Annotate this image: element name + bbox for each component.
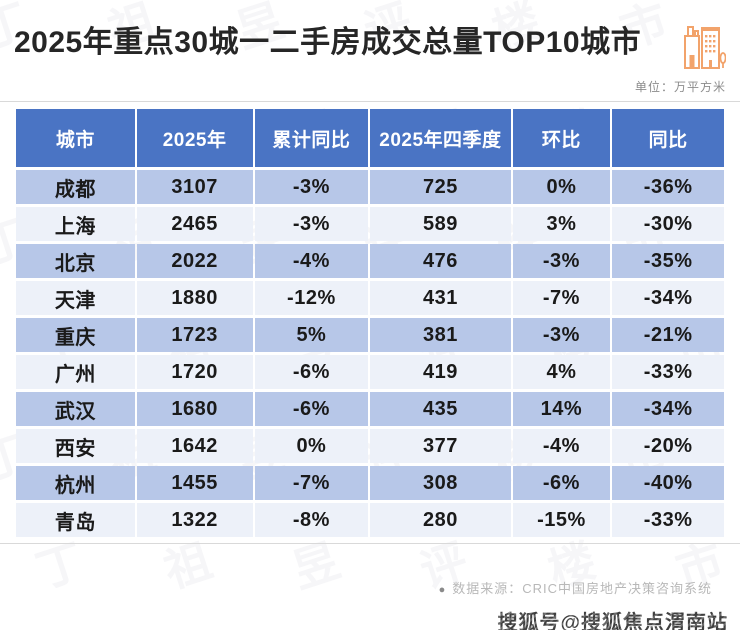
- cell-city: 广州: [16, 355, 135, 389]
- cell-total_2025: 3107: [136, 170, 253, 204]
- table-row-上海: 上海 2465 -3% 589 3% -30%: [16, 207, 724, 241]
- cell-city: 天津: [16, 281, 135, 315]
- cell-mom: 4%: [512, 355, 611, 389]
- cell-q4_2025: 308: [370, 466, 511, 500]
- cell-total_2025: 1642: [136, 429, 253, 463]
- column-header-cumulative-yoy: 累计同比: [254, 109, 369, 167]
- cell-yoy: -20%: [612, 429, 724, 463]
- buildings-icon: [682, 22, 727, 77]
- table-row-杭州: 杭州 1455 -7% 308 -6% -40%: [16, 466, 724, 500]
- cell-total_2025: 1322: [136, 503, 253, 537]
- cell-mom: 3%: [512, 207, 611, 241]
- table-row-青岛: 青岛 1322 -8% 280 -15% -33%: [16, 503, 724, 537]
- publisher-row: 搜狐号@搜狐焦点渭南站: [0, 606, 740, 630]
- page-title: 2025年重点30城一二手房成交总量TOP10城市: [14, 26, 642, 59]
- cell-cum_yoy: 0%: [254, 429, 369, 463]
- cell-q4_2025: 476: [370, 244, 511, 278]
- column-header-mom: 环比: [512, 109, 611, 167]
- table-row-重庆: 重庆 1723 5% 381 -3% -21%: [16, 318, 724, 352]
- cell-yoy: -33%: [612, 355, 724, 389]
- unit-row: 单位：万平方米: [0, 78, 740, 96]
- cell-total_2025: 2022: [136, 244, 253, 278]
- cell-city: 西安: [16, 429, 135, 463]
- title-bar: 2025年重点30城一二手房成交总量TOP10城市: [0, 0, 740, 77]
- cell-city: 上海: [16, 207, 135, 241]
- cell-cum_yoy: -7%: [254, 466, 369, 500]
- transactions-table: 城市 2025年 累计同比 2025年四季度 环比 同比 成都 3107 -3% 72…: [14, 106, 726, 540]
- cell-yoy: -40%: [612, 466, 724, 500]
- unit-label: 单位：万平方米: [634, 80, 726, 94]
- cell-cum_yoy: -8%: [254, 503, 369, 537]
- cell-q4_2025: 725: [370, 170, 511, 204]
- cell-yoy: -30%: [612, 207, 724, 241]
- cell-mom: -15%: [512, 503, 611, 537]
- cell-cum_yoy: -6%: [254, 392, 369, 426]
- cell-q4_2025: 381: [370, 318, 511, 352]
- cell-q4_2025: 280: [370, 503, 511, 537]
- cell-total_2025: 1720: [136, 355, 253, 389]
- cell-total_2025: 1880: [136, 281, 253, 315]
- cell-total_2025: 1455: [136, 466, 253, 500]
- cell-cum_yoy: 5%: [254, 318, 369, 352]
- cell-mom: 0%: [512, 170, 611, 204]
- column-header-yoy: 同比: [612, 109, 724, 167]
- cell-city: 成都: [16, 170, 135, 204]
- cell-q4_2025: 589: [370, 207, 511, 241]
- data-source-row: ● 数据来源：CRIC中国房地产决策咨询系统: [0, 578, 740, 597]
- table-row-武汉: 武汉 1680 -6% 435 14% -34%: [16, 392, 724, 426]
- cell-yoy: -35%: [612, 244, 724, 278]
- column-header-city: 城市: [16, 109, 135, 167]
- table-row-成都: 成都 3107 -3% 725 0% -36%: [16, 170, 724, 204]
- cell-cum_yoy: -4%: [254, 244, 369, 278]
- cell-city: 武汉: [16, 392, 135, 426]
- cell-total_2025: 1680: [136, 392, 253, 426]
- cell-cum_yoy: -6%: [254, 355, 369, 389]
- table-row-天津: 天津 1880 -12% 431 -7% -34%: [16, 281, 724, 315]
- cell-mom: -7%: [512, 281, 611, 315]
- column-header-q4-2025: 2025年四季度: [370, 109, 511, 167]
- cell-yoy: -33%: [612, 503, 724, 537]
- bottom-divider: [0, 543, 740, 544]
- table-row-广州: 广州 1720 -6% 419 4% -33%: [16, 355, 724, 389]
- cell-city: 北京: [16, 244, 135, 278]
- cell-total_2025: 2465: [136, 207, 253, 241]
- cell-cum_yoy: -3%: [254, 207, 369, 241]
- cell-q4_2025: 431: [370, 281, 511, 315]
- cell-cum_yoy: -3%: [254, 170, 369, 204]
- table-row-北京: 北京 2022 -4% 476 -3% -35%: [16, 244, 724, 278]
- cell-city: 青岛: [16, 503, 135, 537]
- cell-yoy: -34%: [612, 281, 724, 315]
- data-source-text: 数据来源：CRIC中国房地产决策咨询系统: [452, 581, 712, 596]
- cell-mom: -3%: [512, 318, 611, 352]
- cell-city: 杭州: [16, 466, 135, 500]
- cell-mom: 14%: [512, 392, 611, 426]
- cell-q4_2025: 377: [370, 429, 511, 463]
- cell-city: 重庆: [16, 318, 135, 352]
- top-divider: [0, 101, 740, 102]
- cell-q4_2025: 435: [370, 392, 511, 426]
- table-header-row: 城市 2025年 累计同比 2025年四季度 环比 同比: [16, 109, 724, 167]
- column-header-2025-total: 2025年: [136, 109, 253, 167]
- cell-q4_2025: 419: [370, 355, 511, 389]
- cell-total_2025: 1723: [136, 318, 253, 352]
- publisher-stamp: 搜狐号@搜狐焦点渭南站: [497, 606, 728, 630]
- bullet-icon: ●: [438, 584, 447, 596]
- cell-mom: -6%: [512, 466, 611, 500]
- cell-cum_yoy: -12%: [254, 281, 369, 315]
- cell-yoy: -34%: [612, 392, 724, 426]
- cell-mom: -3%: [512, 244, 611, 278]
- cell-yoy: -21%: [612, 318, 724, 352]
- cell-mom: -4%: [512, 429, 611, 463]
- table-row-西安: 西安 1642 0% 377 -4% -20%: [16, 429, 724, 463]
- cell-yoy: -36%: [612, 170, 724, 204]
